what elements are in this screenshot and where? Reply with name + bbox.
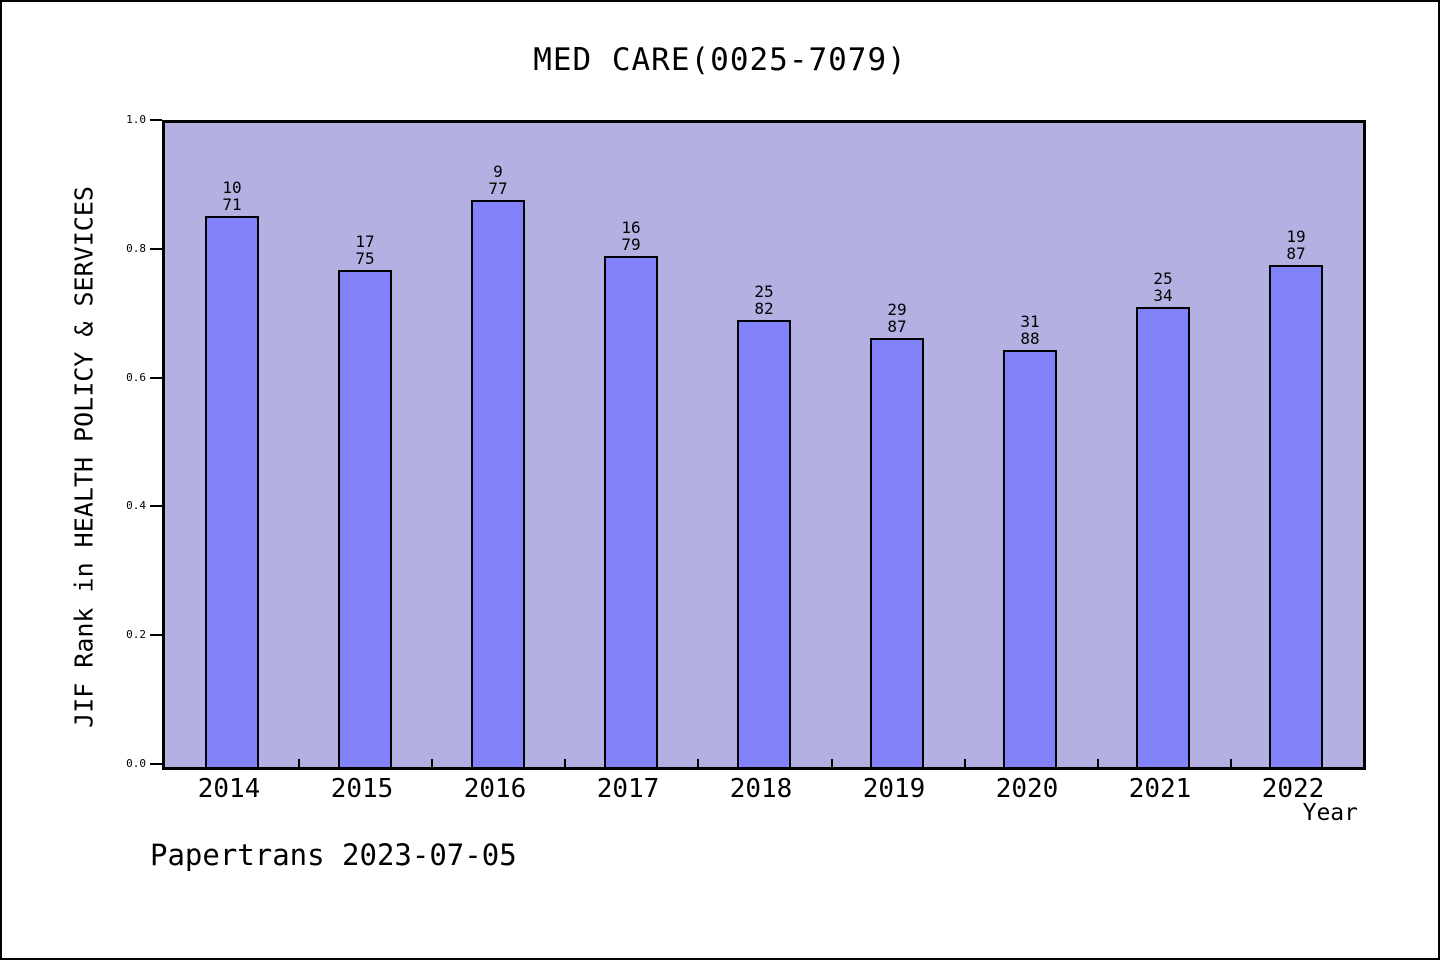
y-tick bbox=[150, 505, 162, 507]
x-tick-label-2022: 2022 bbox=[1261, 774, 1325, 804]
bar-value-label-2017: 16 79 bbox=[621, 218, 641, 254]
y-tick-label-1.0: 1.0 bbox=[126, 113, 146, 126]
x-minor-tick bbox=[831, 759, 833, 767]
y-tick bbox=[150, 377, 162, 379]
bar-value-label-2014: 10 71 bbox=[222, 178, 242, 214]
y-tick-label-0.6: 0.6 bbox=[126, 371, 146, 384]
bar-2020 bbox=[1003, 350, 1057, 767]
y-tick-label-0.4: 0.4 bbox=[126, 499, 146, 512]
bar-value-label-2021: 25 34 bbox=[1153, 269, 1173, 305]
x-minor-tick bbox=[1097, 759, 1099, 767]
y-tick-label-0.8: 0.8 bbox=[126, 242, 146, 255]
y-tick-label-0.0: 0.0 bbox=[126, 757, 146, 770]
x-tick-label-2019: 2019 bbox=[862, 774, 926, 804]
bar-value-label-2020: 31 88 bbox=[1020, 312, 1040, 348]
bar-2014 bbox=[205, 216, 259, 767]
footer-watermark: Papertrans 2023-07-05 bbox=[150, 838, 517, 872]
x-tick-label-2016: 2016 bbox=[463, 774, 527, 804]
x-minor-tick bbox=[431, 759, 433, 767]
plot-area: 10 71 17 75 9 77 16 79 25 82 29 87 31 88 25 34 1… bbox=[162, 120, 1366, 770]
bar-2022 bbox=[1269, 265, 1323, 767]
y-tick bbox=[150, 248, 162, 250]
bar-value-label-2019: 29 87 bbox=[887, 300, 907, 336]
y-tick-label-0.2: 0.2 bbox=[126, 628, 146, 641]
x-tick-label-2014: 2014 bbox=[197, 774, 261, 804]
bar-2018 bbox=[737, 320, 791, 767]
bar-value-label-2022: 19 87 bbox=[1286, 227, 1306, 263]
bar-2015 bbox=[338, 270, 392, 767]
x-minor-tick bbox=[1230, 759, 1232, 767]
bar-2021 bbox=[1136, 307, 1190, 767]
x-minor-tick bbox=[298, 759, 300, 767]
bar-2019 bbox=[870, 338, 924, 767]
x-minor-tick bbox=[564, 759, 566, 767]
chart-title: MED CARE(0025-7079) bbox=[533, 42, 907, 78]
bar-value-label-2016: 9 77 bbox=[488, 162, 508, 198]
y-axis-label: JIF Rank in HEALTH POLICY & SERVICES bbox=[69, 186, 99, 728]
y-tick bbox=[150, 763, 162, 765]
x-axis-label: Year bbox=[1302, 800, 1358, 826]
x-tick-label-2021: 2021 bbox=[1128, 774, 1192, 804]
x-minor-tick bbox=[964, 759, 966, 767]
x-tick-label-2020: 2020 bbox=[995, 774, 1059, 804]
bar-value-label-2015: 17 75 bbox=[355, 232, 375, 268]
x-tick-label-2018: 2018 bbox=[729, 774, 793, 804]
x-tick-label-2015: 2015 bbox=[330, 774, 394, 804]
bar-2016 bbox=[471, 200, 525, 767]
bar-2017 bbox=[604, 256, 658, 767]
bar-value-label-2018: 25 82 bbox=[754, 282, 774, 318]
x-tick-label-2017: 2017 bbox=[596, 774, 660, 804]
y-tick bbox=[150, 119, 162, 121]
y-tick bbox=[150, 634, 162, 636]
x-minor-tick bbox=[697, 759, 699, 767]
